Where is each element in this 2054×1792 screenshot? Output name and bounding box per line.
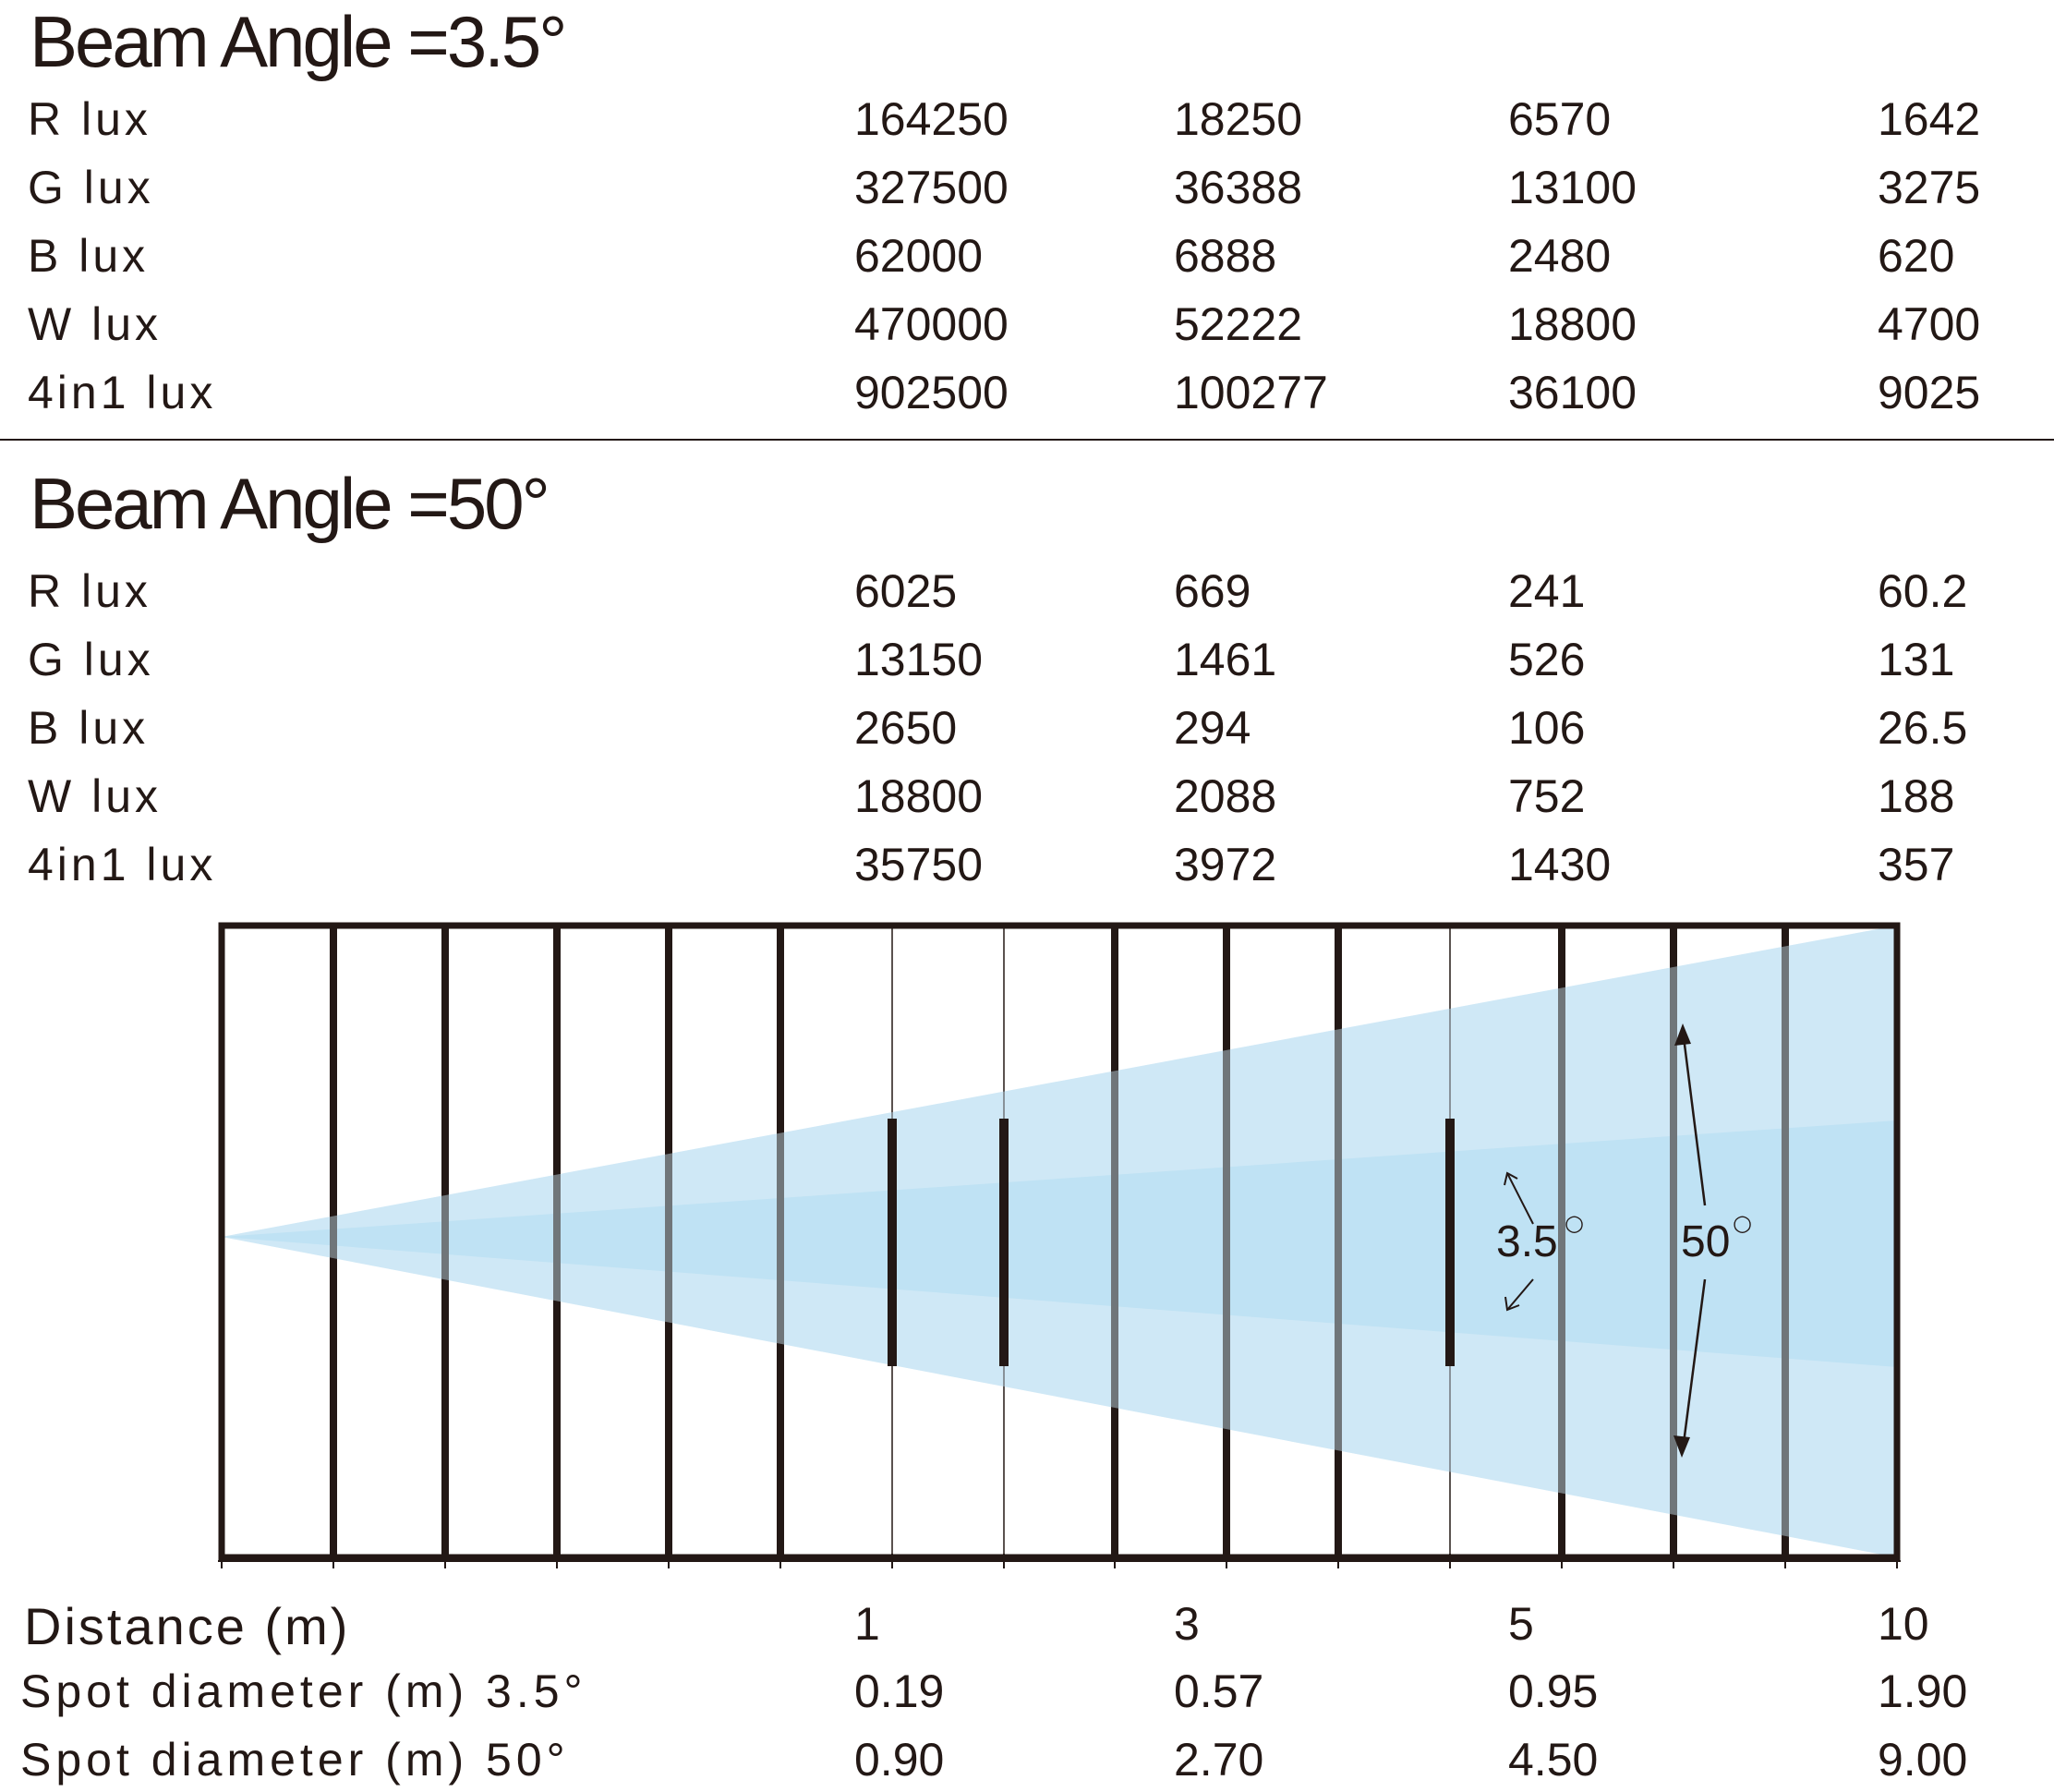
s2-w-value-4: 188 [1878,770,1955,822]
s2-r-label: R lux [28,565,151,617]
wide-angle-label: 50 [1681,1217,1730,1266]
beam-spread-diagram: 3.5 ○ 50 ○ [218,922,1901,1568]
s1-4in1-value-3: 36100 [1508,367,1637,418]
spot-3-5-value-4: 1.90 [1878,1665,1968,1717]
s1-4in1-value-2: 100277 [1174,367,1328,418]
distance-label: Distance (m) [24,1597,351,1655]
spot-diameter-50-label: Spot diameter (m) 50° [20,1734,570,1786]
s2-4in1-value-3: 1430 [1508,839,1612,890]
s1-g-value-4: 3275 [1878,162,1981,213]
spot-3-5-value-3: 0.95 [1508,1665,1599,1717]
wide-arrowhead-down [1673,1435,1690,1458]
distance-value-2: 3 [1174,1598,1200,1650]
spot-3-5-value-2: 0.57 [1174,1665,1264,1717]
s2-g-value-3: 526 [1508,634,1586,685]
s1-w-value-3: 18800 [1508,298,1637,350]
spot-marker [888,1119,897,1366]
section-divider [0,439,2054,441]
distance-value-4: 10 [1878,1598,1929,1650]
s2-g-value-2: 1461 [1174,634,1277,685]
s2-r-value-1: 6025 [854,565,958,617]
narrow-angle-arrow-down [1506,1278,1534,1311]
s1-4in1-value-1: 902500 [854,367,1009,418]
beam-fill [222,926,1897,1557]
spot-50-value-1: 0.90 [854,1734,945,1786]
spot-3-5-value-1: 0.19 [854,1665,945,1717]
s1-b-value-4: 620 [1878,230,1955,282]
s1-r-value-4: 1642 [1878,93,1981,145]
spot-marker [999,1119,1009,1366]
wide-degree-mark: ○ [1733,1210,1752,1236]
s1-b-value-2: 6888 [1174,230,1277,282]
s2-b-value-4: 26.5 [1878,702,1968,754]
s2-w-value-1: 18800 [854,770,984,822]
s2-w-label: W lux [28,770,162,822]
s2-r-value-3: 241 [1508,565,1586,617]
beam-angle-50-title: Beam Angle =50° [30,463,550,544]
s1-4in1-label: 4in1 lux [28,367,217,418]
wide-angle-arrow-down [1681,1278,1707,1451]
s1-w-label: W lux [28,298,162,350]
narrow-beam-3-5 [222,1120,1897,1367]
narrow-arrowhead-up [1504,1171,1518,1186]
s1-g-value-2: 36388 [1174,162,1303,213]
narrow-arrowhead-down [1504,1296,1520,1312]
s1-b-label: B lux [28,230,150,282]
wide-angle-annotation: 50 ○ [1673,1023,1752,1458]
diagram-frame [218,922,1901,1561]
s2-g-value-4: 131 [1878,634,1955,685]
s1-r-label: R lux [28,93,151,145]
s2-4in1-value-1: 35750 [854,839,984,890]
s1-r-value-3: 6570 [1508,93,1612,145]
grid-lines [222,926,1897,1557]
s2-b-label: B lux [28,702,150,754]
s2-g-value-1: 13150 [854,634,984,685]
s2-4in1-value-4: 357 [1878,839,1955,890]
spot-50-value-2: 2.70 [1174,1734,1264,1786]
wide-arrowhead-up [1674,1023,1691,1046]
s1-g-value-1: 327500 [854,162,1009,213]
s2-r-value-4: 60.2 [1878,565,1968,617]
s1-b-value-1: 62000 [854,230,984,282]
wide-angle-arrow-up [1681,1029,1707,1206]
s1-w-value-2: 52222 [1174,298,1303,350]
spot-50-value-3: 4.50 [1508,1734,1599,1786]
narrow-angle-label: 3.5 [1496,1217,1558,1266]
s2-r-value-2: 669 [1174,565,1251,617]
distance-value-1: 1 [854,1598,880,1650]
beam-angle-3-5-title: Beam Angle =3.5° [30,1,567,82]
narrow-angle-annotation: 3.5 ○ [1496,1171,1584,1312]
spot-diameter-3-5-label: Spot diameter (m) 3.5° [20,1665,587,1717]
s2-b-value-1: 2650 [854,702,958,754]
s1-w-value-1: 470000 [854,298,1009,350]
s2-b-value-3: 106 [1508,702,1586,754]
s1-r-value-1: 164250 [854,93,1009,145]
s2-b-value-2: 294 [1174,702,1251,754]
s2-4in1-value-2: 3972 [1174,839,1277,890]
s1-w-value-4: 4700 [1878,298,1981,350]
s1-r-value-2: 18250 [1174,93,1303,145]
s2-g-label: G lux [28,634,154,685]
spot-marker [1445,1119,1455,1366]
s1-b-value-3: 2480 [1508,230,1612,282]
s2-w-value-3: 752 [1508,770,1586,822]
narrow-angle-arrow-up [1506,1172,1534,1225]
spot-markers [888,1119,1455,1366]
spot-50-value-4: 9.00 [1878,1734,1968,1786]
s1-g-value-3: 13100 [1508,162,1637,213]
s1-4in1-value-4: 9025 [1878,367,1981,418]
s1-g-label: G lux [28,162,154,213]
s2-4in1-label: 4in1 lux [28,839,217,890]
distance-value-3: 5 [1508,1598,1534,1650]
beam-overlay [222,926,1897,1557]
s2-w-value-2: 2088 [1174,770,1277,822]
narrow-degree-mark: ○ [1565,1210,1584,1236]
